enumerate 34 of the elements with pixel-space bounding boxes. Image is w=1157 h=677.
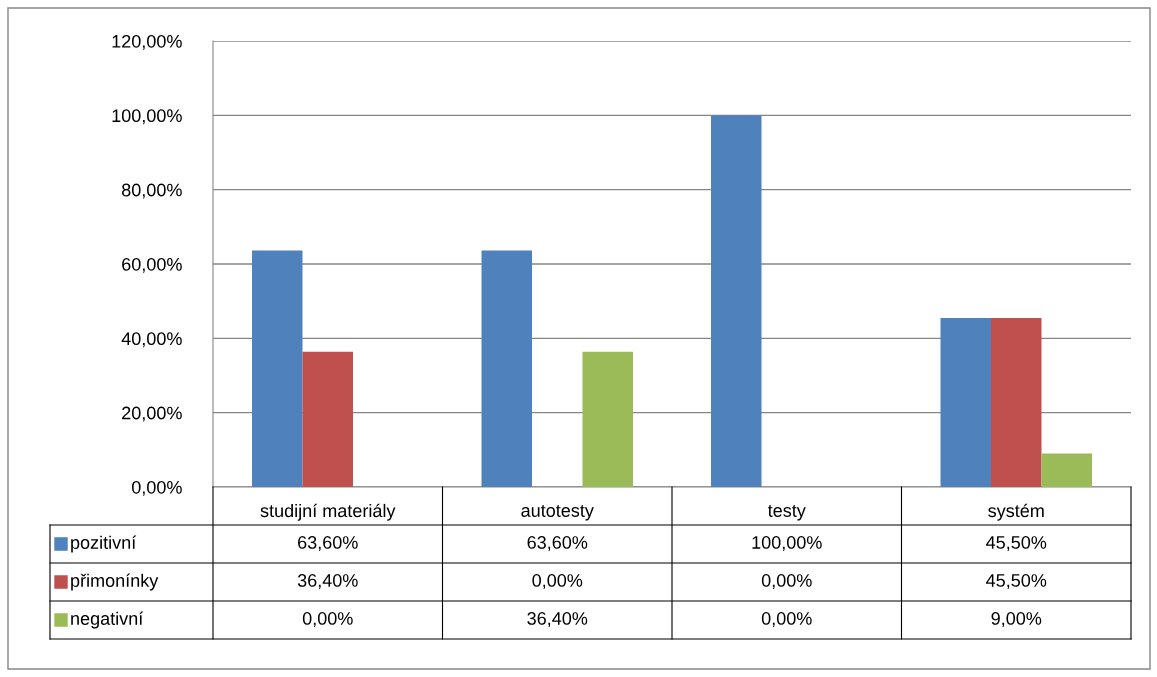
data-label: 36,40% <box>527 612 588 627</box>
bar <box>940 317 992 487</box>
data-label: 36,40% <box>297 574 358 589</box>
legend-label: pozitivní <box>71 535 137 553</box>
y-tick-label: 60,00% <box>122 257 182 273</box>
bar <box>302 351 353 487</box>
y-tick-label: 80,00% <box>122 183 182 199</box>
data-label: 45,50% <box>986 574 1047 589</box>
data-label: 0,00% <box>532 574 583 589</box>
y-tick-label: 120,00% <box>112 34 182 50</box>
y-tick-label: 20,00% <box>122 406 182 422</box>
data-label: 0,00% <box>761 612 812 627</box>
data-label: 9,00% <box>991 612 1042 627</box>
bar <box>991 317 1042 487</box>
x-tick-label: autotesty <box>521 505 594 521</box>
y-tick-label: 0,00% <box>131 480 182 496</box>
bar <box>582 351 633 487</box>
bar <box>252 250 303 487</box>
y-tick-label: 100,00% <box>112 109 182 125</box>
data-label: 0,00% <box>761 574 812 589</box>
bar <box>1041 453 1092 487</box>
data-label: 100,00% <box>752 536 822 551</box>
x-tick-label: studijní materiály <box>260 503 396 521</box>
legend-label: negativní <box>71 611 144 629</box>
x-tick-label: systém <box>988 503 1044 521</box>
data-label: 0,00% <box>302 612 353 627</box>
x-tick-label: testy <box>767 505 806 521</box>
data-label: 63,60% <box>298 536 358 551</box>
legend-label: přimonínky <box>71 573 159 591</box>
bar <box>711 115 762 487</box>
data-label: 63,60% <box>527 536 588 551</box>
y-tick-label: 40,00% <box>121 332 182 348</box>
data-label: 45,50% <box>986 536 1047 551</box>
bar <box>481 250 533 487</box>
